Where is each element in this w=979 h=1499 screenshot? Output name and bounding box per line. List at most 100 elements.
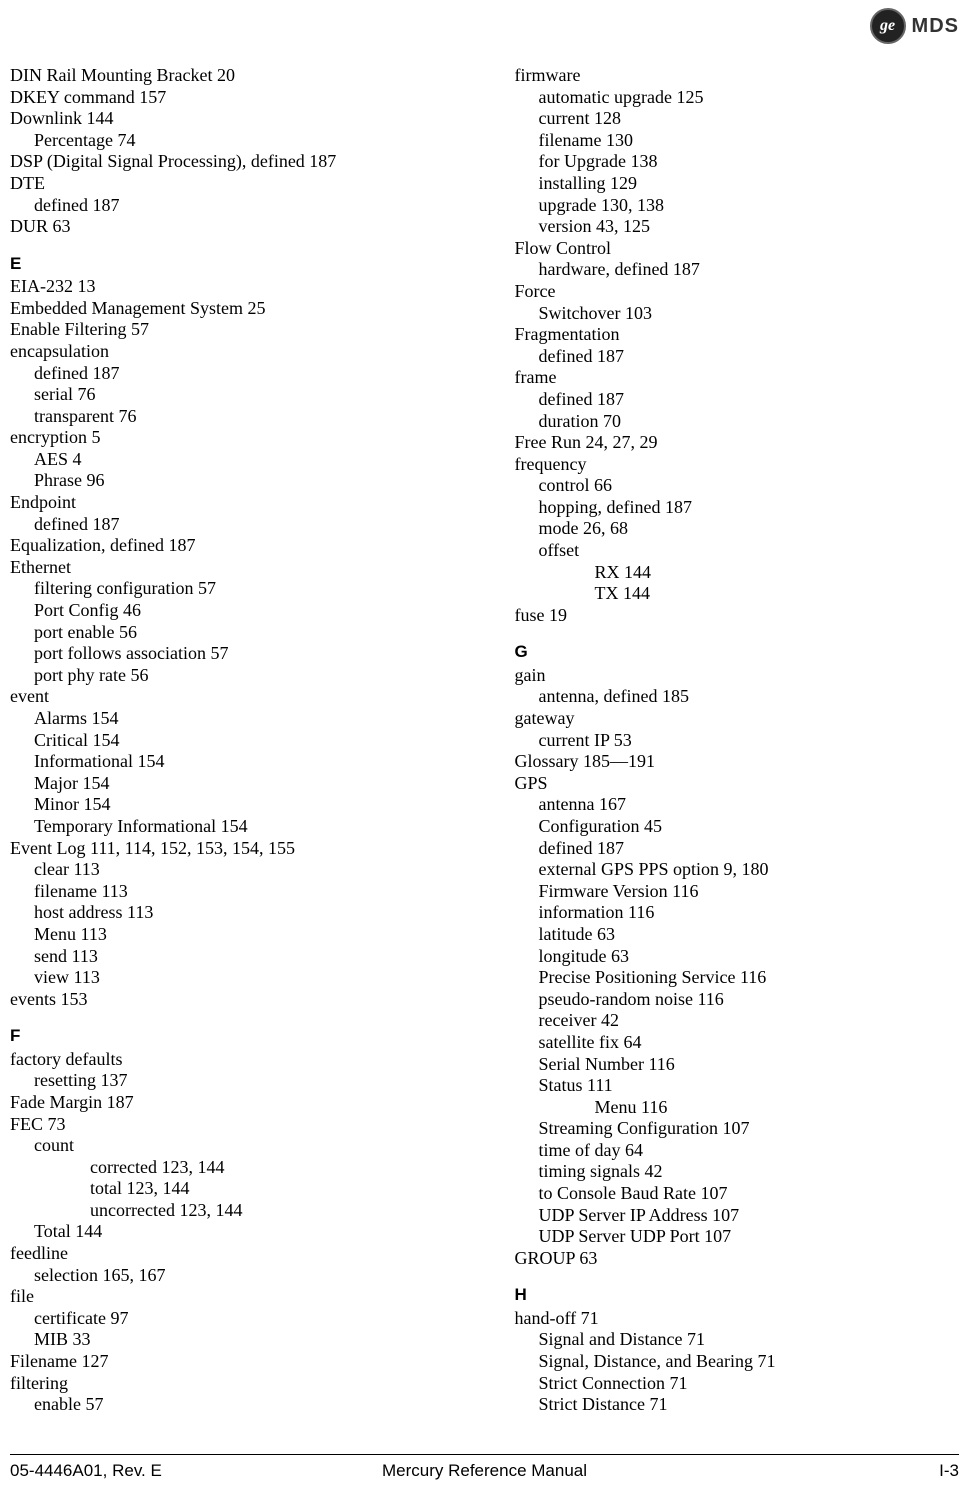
index-entry: Menu 113 bbox=[34, 924, 455, 946]
index-entry: pseudo-random noise 116 bbox=[539, 989, 960, 1011]
index-entry: file bbox=[10, 1286, 455, 1308]
index-entry: send 113 bbox=[34, 946, 455, 968]
index-entry: receiver 42 bbox=[539, 1010, 960, 1032]
index-entry: filtering bbox=[10, 1373, 455, 1395]
index-entry: transparent 76 bbox=[34, 406, 455, 428]
index-entry: feedline bbox=[10, 1243, 455, 1265]
index-entry: selection 165, 167 bbox=[34, 1265, 455, 1287]
index-entry: factory defaults bbox=[10, 1049, 455, 1071]
index-entry: control 66 bbox=[539, 475, 960, 497]
index-entry: Switchover 103 bbox=[539, 303, 960, 325]
index-entry: current 128 bbox=[539, 108, 960, 130]
index-entry: corrected 123, 144 bbox=[90, 1157, 455, 1179]
index-entry: Percentage 74 bbox=[34, 130, 455, 152]
index-entry: TX 144 bbox=[595, 583, 960, 605]
index-entry: total 123, 144 bbox=[90, 1178, 455, 1200]
footer-page-number: I-3 bbox=[939, 1461, 959, 1481]
index-entry: mode 26, 68 bbox=[539, 518, 960, 540]
index-entry: frequency bbox=[515, 454, 960, 476]
index-entry: port enable 56 bbox=[34, 622, 455, 644]
index-entry: for Upgrade 138 bbox=[539, 151, 960, 173]
index-entry: upgrade 130, 138 bbox=[539, 195, 960, 217]
index-entry: duration 70 bbox=[539, 411, 960, 433]
index-entry: Phrase 96 bbox=[34, 470, 455, 492]
index-entry: FEC 73 bbox=[10, 1114, 455, 1136]
index-entry: DSP (Digital Signal Processing), defined… bbox=[10, 151, 455, 173]
index-entry: Ethernet bbox=[10, 557, 455, 579]
index-entry: EIA-232 13 bbox=[10, 276, 455, 298]
index-entry: certificate 97 bbox=[34, 1308, 455, 1330]
index-entry: DIN Rail Mounting Bracket 20 bbox=[10, 65, 455, 87]
index-entry: Downlink 144 bbox=[10, 108, 455, 130]
index-entry: Glossary 185—191 bbox=[515, 751, 960, 773]
index-entry: hardware, defined 187 bbox=[539, 259, 960, 281]
index-entry: DKEY command 157 bbox=[10, 87, 455, 109]
index-entry: Filename 127 bbox=[10, 1351, 455, 1373]
index-entry: serial 76 bbox=[34, 384, 455, 406]
brand-logo-area: ge MDS bbox=[870, 8, 959, 44]
index-entry: Menu 116 bbox=[595, 1097, 960, 1119]
index-section-head: F bbox=[10, 1026, 455, 1046]
index-entry: version 43, 125 bbox=[539, 216, 960, 238]
index-entry: hopping, defined 187 bbox=[539, 497, 960, 519]
index-section-head: E bbox=[10, 254, 455, 274]
page-footer: 05-4446A01, Rev. E Mercury Reference Man… bbox=[10, 1454, 959, 1481]
index-entry: firmware bbox=[515, 65, 960, 87]
index-entry: defined 187 bbox=[34, 514, 455, 536]
index-entry: GPS bbox=[515, 773, 960, 795]
index-content: DIN Rail Mounting Bracket 20DKEY command… bbox=[10, 65, 959, 1425]
index-entry: Embedded Management System 25 bbox=[10, 298, 455, 320]
index-entry: RX 144 bbox=[595, 562, 960, 584]
index-entry: Signal and Distance 71 bbox=[539, 1329, 960, 1351]
index-entry: current IP 53 bbox=[539, 730, 960, 752]
index-entry: to Console Baud Rate 107 bbox=[539, 1183, 960, 1205]
index-entry: Major 154 bbox=[34, 773, 455, 795]
index-entry: count bbox=[34, 1135, 455, 1157]
index-entry: events 153 bbox=[10, 989, 455, 1011]
index-entry: Enable Filtering 57 bbox=[10, 319, 455, 341]
index-entry: encapsulation bbox=[10, 341, 455, 363]
ge-logo-icon: ge bbox=[870, 8, 906, 44]
index-entry: Configuration 45 bbox=[539, 816, 960, 838]
index-entry: Free Run 24, 27, 29 bbox=[515, 432, 960, 454]
index-entry: DTE bbox=[10, 173, 455, 195]
index-entry: Minor 154 bbox=[34, 794, 455, 816]
index-entry: Strict Distance 71 bbox=[539, 1394, 960, 1416]
index-entry: frame bbox=[515, 367, 960, 389]
index-entry: MIB 33 bbox=[34, 1329, 455, 1351]
index-entry: event bbox=[10, 686, 455, 708]
index-entry: Equalization, defined 187 bbox=[10, 535, 455, 557]
index-entry: longitude 63 bbox=[539, 946, 960, 968]
index-entry: filtering configuration 57 bbox=[34, 578, 455, 600]
index-entry: Firmware Version 116 bbox=[539, 881, 960, 903]
index-entry: fuse 19 bbox=[515, 605, 960, 627]
index-entry: DUR 63 bbox=[10, 216, 455, 238]
index-entry: port phy rate 56 bbox=[34, 665, 455, 687]
index-entry: installing 129 bbox=[539, 173, 960, 195]
index-entry: resetting 137 bbox=[34, 1070, 455, 1092]
index-entry: port follows association 57 bbox=[34, 643, 455, 665]
index-entry: host address 113 bbox=[34, 902, 455, 924]
index-entry: latitude 63 bbox=[539, 924, 960, 946]
index-entry: satellite fix 64 bbox=[539, 1032, 960, 1054]
index-entry: Endpoint bbox=[10, 492, 455, 514]
index-section-head: H bbox=[515, 1285, 960, 1305]
index-entry: Precise Positioning Service 116 bbox=[539, 967, 960, 989]
index-entry: Fade Margin 187 bbox=[10, 1092, 455, 1114]
index-entry: GROUP 63 bbox=[515, 1248, 960, 1270]
index-entry: enable 57 bbox=[34, 1394, 455, 1416]
index-entry: Temporary Informational 154 bbox=[34, 816, 455, 838]
footer-doc-id: 05-4446A01, Rev. E bbox=[10, 1461, 162, 1481]
index-entry: filename 130 bbox=[539, 130, 960, 152]
index-entry: Total 144 bbox=[34, 1221, 455, 1243]
index-entry: UDP Server UDP Port 107 bbox=[539, 1226, 960, 1248]
index-entry: defined 187 bbox=[34, 363, 455, 385]
index-entry: Streaming Configuration 107 bbox=[539, 1118, 960, 1140]
index-entry: UDP Server IP Address 107 bbox=[539, 1205, 960, 1227]
index-entry: defined 187 bbox=[539, 346, 960, 368]
index-entry: hand-off 71 bbox=[515, 1308, 960, 1330]
index-entry: time of day 64 bbox=[539, 1140, 960, 1162]
mds-brand-text: MDS bbox=[912, 14, 959, 38]
index-entry: Event Log 111, 114, 152, 153, 154, 155 bbox=[10, 838, 455, 860]
index-section-head: G bbox=[515, 642, 960, 662]
